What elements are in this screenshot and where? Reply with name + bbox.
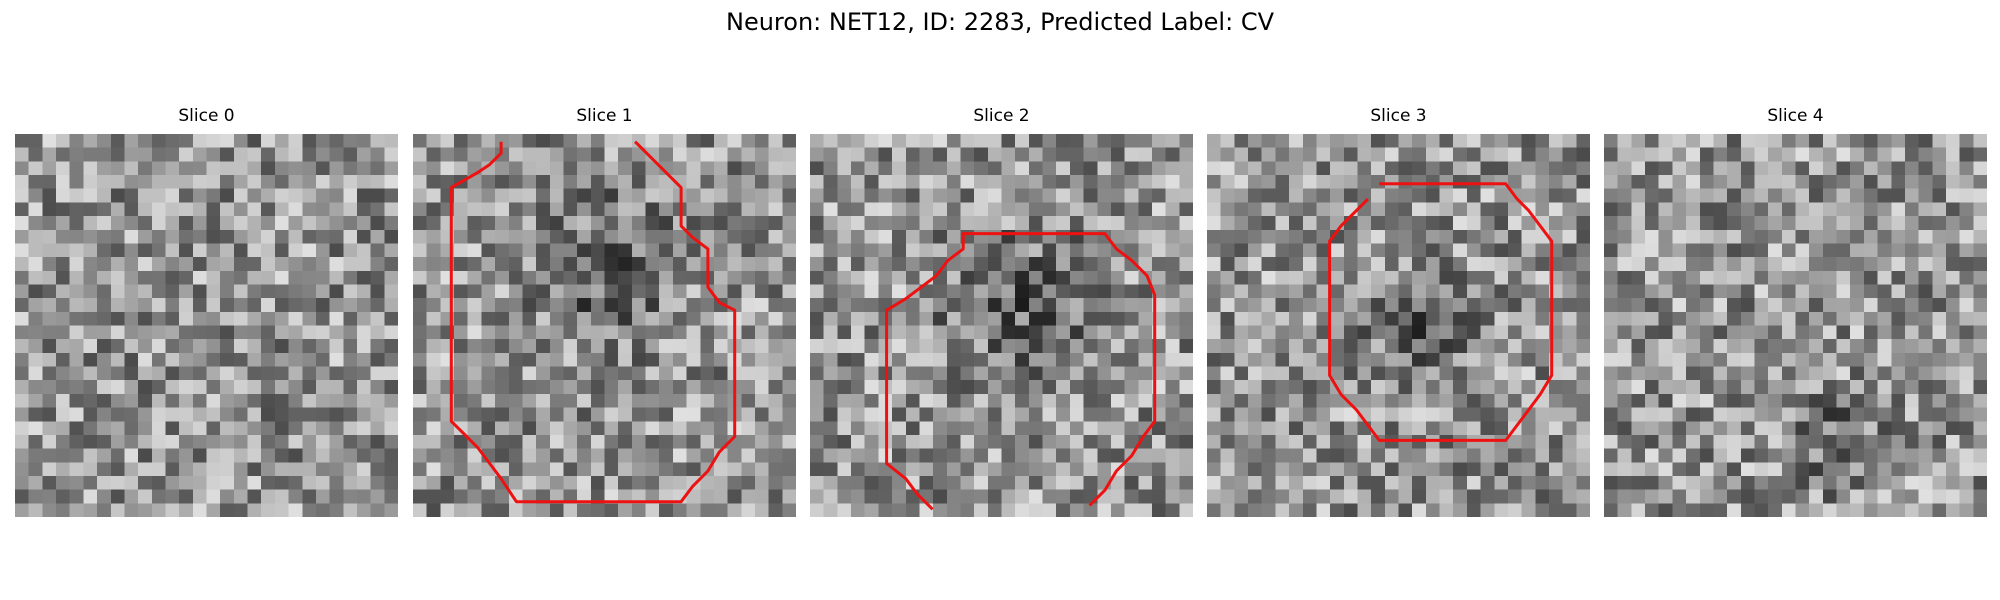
slice-image [413,134,796,517]
slice-title: Slice 4 [1767,106,1824,126]
slice-title: Slice 3 [1370,106,1427,126]
slice-title: Slice 1 [576,106,633,126]
segmentation-contour [1328,182,1554,442]
figure-title: Neuron: NET12, ID: 2283, Predicted Label… [726,8,1274,36]
slice-image [810,134,1193,517]
segmentation-contour [885,232,1157,511]
segmentation-contour [449,140,737,504]
slice-image [1604,134,1987,517]
contour-overlay [885,232,1157,511]
slice-title: Slice 0 [178,106,235,126]
contour-overlay [449,140,737,504]
contour-overlay [1328,182,1554,442]
slice-image [15,134,398,517]
slice-title: Slice 2 [973,106,1030,126]
slice-image [1207,134,1590,517]
